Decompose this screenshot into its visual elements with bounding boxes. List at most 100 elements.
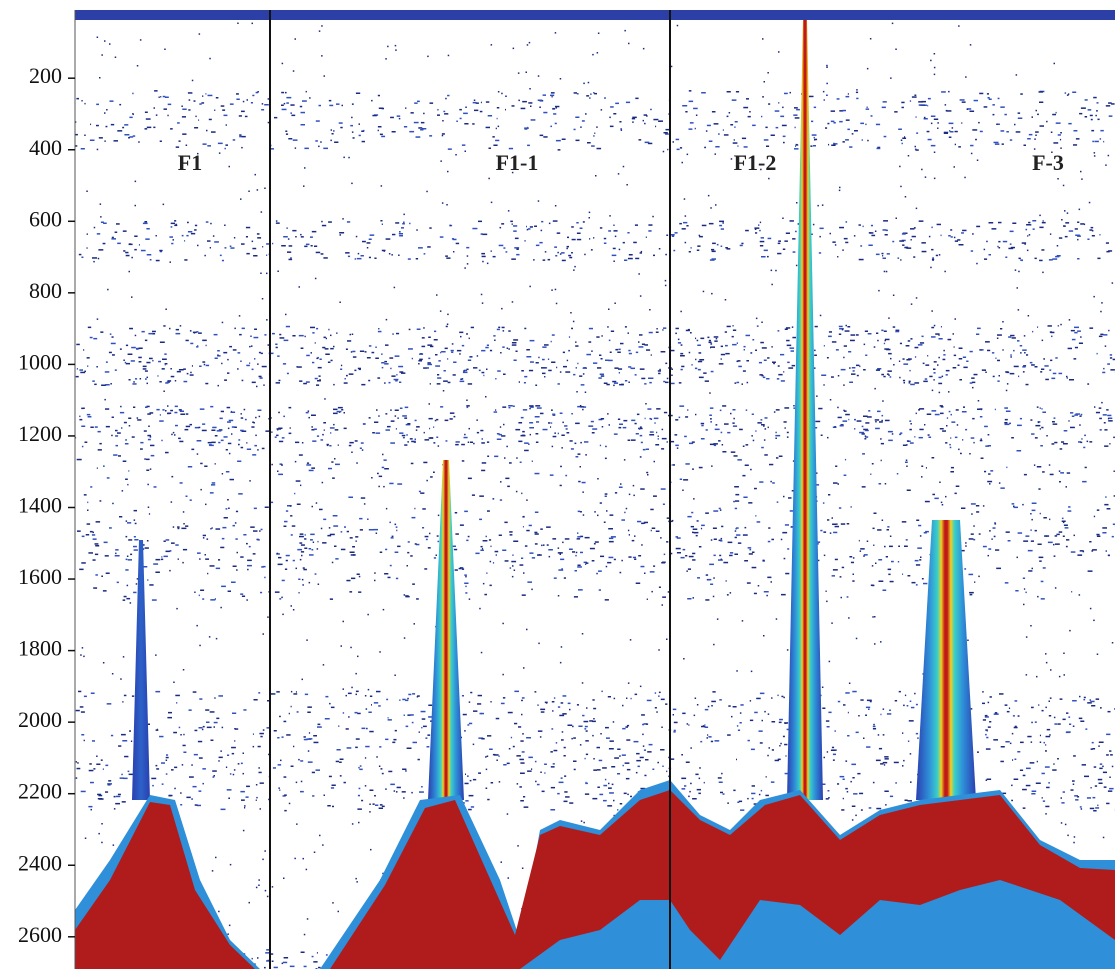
noise-dot xyxy=(790,220,794,222)
noise-dot xyxy=(911,707,915,709)
noise-dot xyxy=(118,455,121,457)
noise-dot xyxy=(920,535,922,537)
noise-dot xyxy=(106,361,108,363)
noise-dot xyxy=(705,727,709,729)
noise-dot xyxy=(1066,376,1068,378)
noise-dot xyxy=(636,352,638,354)
noise-dot xyxy=(220,750,222,752)
noise-dot xyxy=(667,378,669,380)
noise-dot xyxy=(301,112,306,114)
noise-dot xyxy=(390,117,394,119)
noise-dot xyxy=(902,143,903,145)
noise-dot xyxy=(117,130,122,132)
noise-dot xyxy=(693,108,698,110)
noise-dot xyxy=(374,702,378,704)
noise-dot xyxy=(1062,518,1064,520)
noise-dot xyxy=(147,579,148,581)
noise-dot xyxy=(962,230,966,232)
noise-dot xyxy=(118,745,121,747)
noise-dot xyxy=(916,297,918,299)
noise-dot xyxy=(146,228,149,230)
noise-dot xyxy=(873,728,876,730)
noise-dot xyxy=(1108,330,1109,332)
noise-dot xyxy=(252,958,253,960)
noise-dot xyxy=(796,265,798,267)
noise-dot xyxy=(1049,701,1051,703)
noise-dot xyxy=(516,351,518,353)
noise-dot xyxy=(101,759,103,761)
noise-dot xyxy=(212,427,216,429)
noise-dot xyxy=(1089,441,1092,443)
noise-dot xyxy=(381,136,385,138)
noise-dot xyxy=(680,147,682,149)
noise-dot xyxy=(1088,109,1092,111)
noise-dot xyxy=(264,334,266,336)
noise-dot xyxy=(624,30,626,32)
noise-dot xyxy=(194,592,195,594)
noise-dot xyxy=(561,447,563,449)
noise-dot xyxy=(972,382,975,384)
noise-dot xyxy=(96,521,101,523)
noise-dot xyxy=(450,225,451,227)
noise-dot xyxy=(922,251,927,253)
noise-dot xyxy=(549,556,551,558)
noise-dot xyxy=(469,795,474,797)
noise-dot xyxy=(1102,766,1104,768)
noise-dot xyxy=(949,123,954,125)
noise-dot xyxy=(481,546,483,548)
noise-dot xyxy=(298,579,300,581)
noise-dot xyxy=(736,91,739,93)
noise-dot xyxy=(464,434,466,436)
noise-dot xyxy=(958,365,960,367)
noise-dot xyxy=(385,739,388,741)
noise-dot xyxy=(491,782,494,784)
noise-dot xyxy=(903,705,905,707)
noise-dot xyxy=(279,716,281,718)
noise-dot xyxy=(779,722,782,724)
noise-dot xyxy=(949,411,951,413)
noise-dot xyxy=(352,334,354,336)
noise-dot xyxy=(302,100,307,102)
noise-dot xyxy=(1073,726,1075,728)
noise-dot xyxy=(212,482,216,484)
noise-dot xyxy=(778,759,781,761)
noise-dot xyxy=(874,346,876,348)
noise-dot xyxy=(124,422,127,424)
noise-dot xyxy=(843,141,845,143)
noise-dot xyxy=(147,254,152,256)
noise-dot xyxy=(716,338,718,340)
noise-dot xyxy=(337,749,341,751)
noise-dot xyxy=(985,715,988,717)
noise-dot xyxy=(356,694,358,696)
noise-dot xyxy=(256,800,257,802)
noise-dot xyxy=(161,559,163,561)
noise-dot xyxy=(1081,414,1083,416)
noise-dot xyxy=(310,539,313,541)
noise-dot xyxy=(256,887,258,889)
noise-dot xyxy=(636,772,638,774)
noise-dot xyxy=(1079,113,1082,115)
noise-dot xyxy=(628,258,633,260)
noise-dot xyxy=(259,376,262,378)
noise-dot xyxy=(747,382,749,384)
noise-dot xyxy=(1108,250,1112,252)
noise-dot xyxy=(1039,215,1041,217)
noise-dot xyxy=(105,791,108,793)
noise-dot xyxy=(589,425,593,427)
noise-dot xyxy=(721,354,725,356)
noise-dot xyxy=(540,709,545,711)
noise-dot xyxy=(160,96,161,98)
noise-dot xyxy=(179,441,183,443)
noise-dot xyxy=(1018,309,1020,311)
noise-dot xyxy=(946,374,948,376)
noise-dot xyxy=(284,810,286,812)
noise-dot xyxy=(257,410,261,412)
noise-dot xyxy=(748,740,750,742)
noise-dot xyxy=(826,65,828,67)
noise-dot xyxy=(538,730,543,732)
noise-dot xyxy=(321,439,324,441)
noise-dot xyxy=(82,536,85,538)
noise-dot xyxy=(1042,773,1045,775)
noise-dot xyxy=(644,522,648,524)
noise-dot xyxy=(278,764,282,766)
